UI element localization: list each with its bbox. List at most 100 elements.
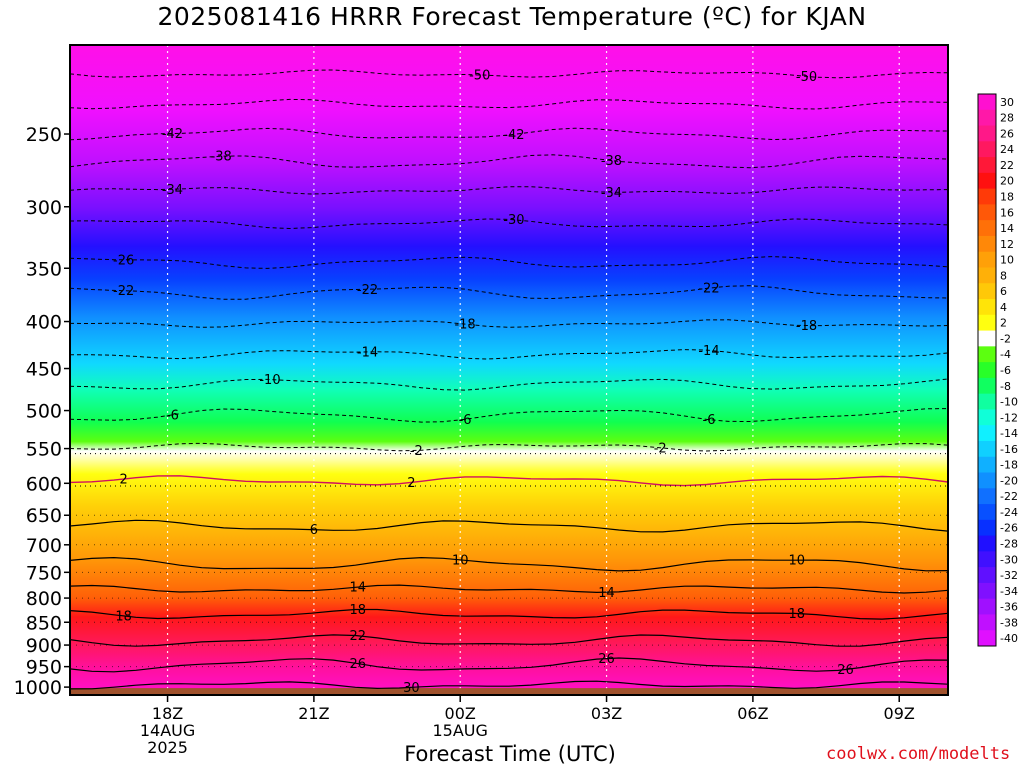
colorbar-swatch (978, 630, 996, 647)
y-tick-label: 550 (26, 439, 62, 461)
colorbar-label: -24 (1000, 506, 1018, 519)
colorbar-swatch (978, 157, 996, 174)
colorbar-label: -34 (1000, 585, 1018, 598)
y-tick-label: 650 (26, 505, 62, 527)
colorbar-label: -6 (1000, 364, 1011, 377)
isotherm-label: -38 (601, 154, 622, 169)
plot-frame (69, 44, 949, 696)
isotherm-label: 18 (789, 607, 806, 622)
y-tick-label: 450 (26, 359, 62, 381)
colorbar-label: 8 (1000, 269, 1007, 282)
colorbar-swatch (978, 125, 996, 142)
colorbar-swatch (978, 393, 996, 410)
isotherm-line (69, 475, 949, 487)
isotherm-label: 14 (350, 581, 367, 596)
colorbar-label: -36 (1000, 601, 1018, 614)
isotherm-label: 18 (350, 603, 367, 618)
isotherm-line (69, 519, 949, 533)
isotherm-label: 18 (115, 609, 132, 624)
colorbar-swatch (978, 504, 996, 521)
isotherm-label: 6 (310, 523, 318, 538)
colorbar-label: 10 (1000, 254, 1014, 267)
colorbar-swatch (978, 314, 996, 332)
colorbar-label: -16 (1000, 443, 1018, 456)
x-axis-label: Forecast Time (UTC) (404, 742, 616, 766)
isotherm-label: -6 (459, 413, 472, 428)
y-tick-label: 300 (26, 197, 62, 219)
colorbar-swatch (978, 283, 996, 300)
colorbar-swatch (978, 204, 996, 221)
y-tick-label: 250 (26, 124, 62, 146)
isotherm-label: -18 (454, 318, 475, 333)
colorbar-swatch (978, 94, 996, 111)
colorbar-swatch (978, 535, 996, 552)
colorbar-swatch (978, 456, 996, 474)
chart-title: 2025081416 HRRR Forecast Temperature (ºC… (157, 2, 867, 31)
isotherm-label: -42 (503, 128, 524, 143)
y-tick-label: 700 (26, 535, 62, 557)
temperature-field (70, 45, 948, 695)
isotherm-label: -50 (796, 70, 817, 85)
ground-surface (70, 688, 948, 695)
y-tick-label: 1000 (14, 677, 62, 699)
isotherm-label: -22 (357, 283, 378, 298)
colorbar-swatch (978, 425, 996, 442)
colorbar-swatch (978, 551, 996, 568)
isotherm-label: 2 (407, 476, 415, 491)
isotherm-label: 10 (789, 554, 806, 569)
isotherm-label: 26 (350, 657, 367, 672)
isotherm-label: -30 (503, 213, 524, 228)
colorbar-label: 28 (1000, 112, 1014, 125)
colorbar-label: -22 (1000, 490, 1018, 503)
isotherm-label: -6 (703, 413, 716, 428)
isotherm-label: 26 (598, 652, 615, 667)
colorbar-label: 12 (1000, 238, 1014, 251)
colorbar-label: -30 (1000, 553, 1018, 566)
y-tick-label: 750 (26, 562, 62, 584)
colorbar-swatch (978, 582, 996, 600)
colorbar-swatch (978, 299, 996, 316)
isotherm-label: -2 (410, 444, 423, 459)
x-tick-label: 18Z (152, 704, 183, 723)
colorbar-label: -28 (1000, 537, 1018, 550)
colorbar-swatch (978, 188, 996, 205)
colorbar-swatch (978, 251, 996, 268)
y-tick-label: 500 (26, 401, 62, 423)
x-tick-label: 06Z (737, 704, 768, 723)
colorbar-label: -2 (1000, 332, 1011, 345)
colorbar-swatch (978, 172, 996, 190)
colorbar-label: 24 (1000, 143, 1014, 156)
colorbar-label: -4 (1000, 348, 1011, 361)
isotherm-line (69, 608, 949, 620)
isotherm-label: -10 (259, 373, 280, 388)
colorbar-label: -32 (1000, 569, 1018, 582)
colorbar-swatch (978, 267, 996, 284)
isotherm-label: 30 (403, 681, 420, 696)
colorbar-label: 30 (1000, 96, 1014, 109)
colorbar-label: 18 (1000, 191, 1014, 204)
isotherm-label: -26 (113, 253, 134, 268)
y-tick-label: 850 (26, 612, 62, 634)
x-tick-label: 03Z (591, 704, 622, 723)
colorbar-label: -26 (1000, 522, 1018, 535)
isotherm-label: -18 (796, 319, 817, 334)
colorbar-label: 2 (1000, 317, 1007, 330)
x-tick-label: 14AUG (140, 721, 195, 740)
isotherm-label: -38 (211, 150, 232, 165)
isotherm-label: -14 (357, 345, 378, 360)
colorbar-label: 4 (1000, 301, 1007, 314)
x-tick-label: 00Z (445, 704, 476, 723)
isotherm-label: -22 (113, 284, 134, 299)
isotherm-label: 2 (120, 473, 128, 488)
colorbar-swatch (978, 330, 996, 347)
colorbar-label: 20 (1000, 175, 1014, 188)
isotherm-label: -42 (162, 127, 183, 142)
colorbar-swatch (978, 472, 996, 489)
colorbar-label: -38 (1000, 616, 1018, 629)
isotherm-label: -6 (166, 408, 179, 423)
colorbar-label: -12 (1000, 411, 1018, 424)
isotherm-label: -34 (162, 183, 183, 198)
colorbar-swatch (978, 220, 996, 237)
colorbar-swatch (978, 614, 996, 631)
